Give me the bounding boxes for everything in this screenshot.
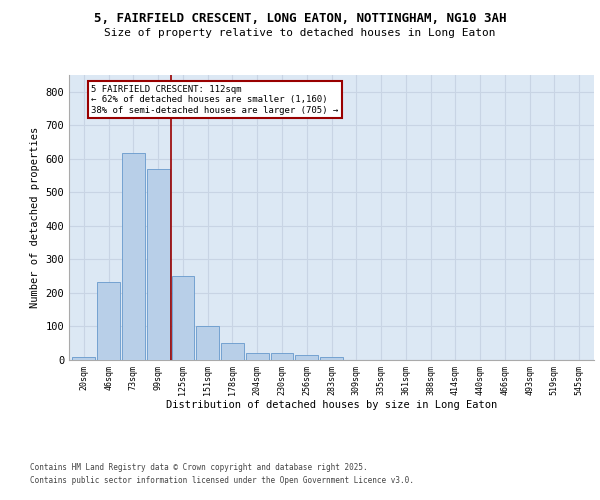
Bar <box>172 276 194 360</box>
Bar <box>221 343 244 360</box>
X-axis label: Distribution of detached houses by size in Long Eaton: Distribution of detached houses by size … <box>166 400 497 410</box>
Bar <box>320 358 343 360</box>
Bar <box>147 169 170 360</box>
Text: 5, FAIRFIELD CRESCENT, LONG EATON, NOTTINGHAM, NG10 3AH: 5, FAIRFIELD CRESCENT, LONG EATON, NOTTI… <box>94 12 506 26</box>
Text: Size of property relative to detached houses in Long Eaton: Size of property relative to detached ho… <box>104 28 496 38</box>
Bar <box>246 352 269 360</box>
Bar <box>295 355 318 360</box>
Text: Contains HM Land Registry data © Crown copyright and database right 2025.: Contains HM Land Registry data © Crown c… <box>30 464 368 472</box>
Bar <box>196 326 219 360</box>
Text: 5 FAIRFIELD CRESCENT: 112sqm
← 62% of detached houses are smaller (1,160)
38% of: 5 FAIRFIELD CRESCENT: 112sqm ← 62% of de… <box>91 85 338 115</box>
Bar <box>271 352 293 360</box>
Y-axis label: Number of detached properties: Number of detached properties <box>30 127 40 308</box>
Text: Contains public sector information licensed under the Open Government Licence v3: Contains public sector information licen… <box>30 476 414 485</box>
Bar <box>122 153 145 360</box>
Bar <box>73 356 95 360</box>
Bar <box>97 282 120 360</box>
